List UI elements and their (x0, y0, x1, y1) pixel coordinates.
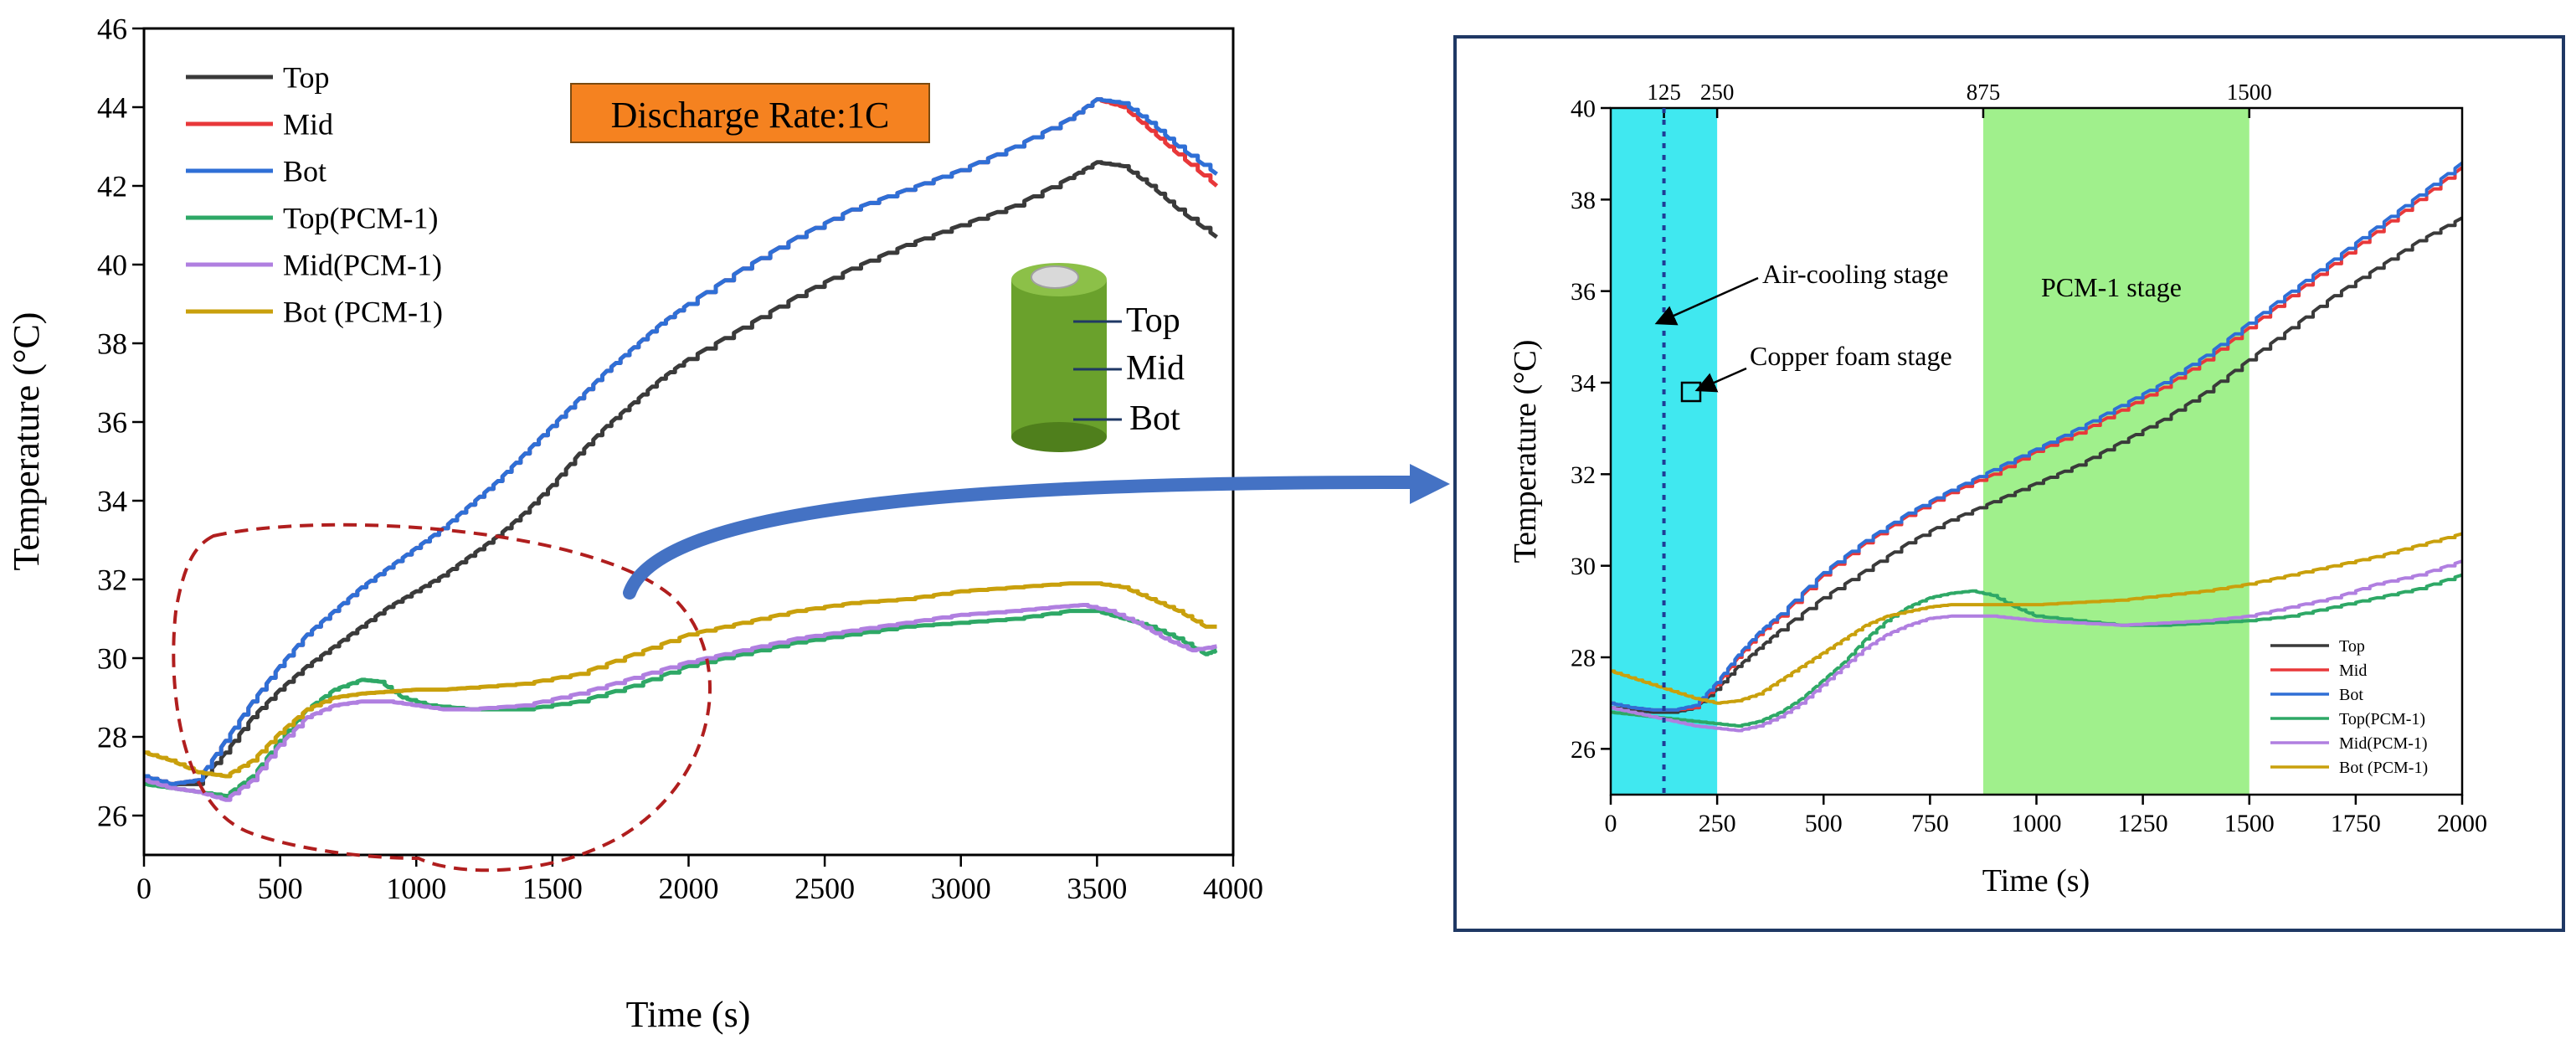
air-cooling-arrow (1654, 276, 1759, 326)
ytick-label: 42 (97, 170, 127, 203)
series-line-bot_pcm (1611, 532, 2463, 705)
ytick-label: 36 (1571, 278, 1596, 306)
legend-label-bot_pcm: Bot (PCM-1) (2339, 759, 2428, 777)
ytick-label: 38 (1571, 187, 1596, 214)
series-line-bot (144, 97, 1218, 786)
badge-text: Discharge Rate:1C (611, 95, 890, 136)
zoom-panel: 0 250 500 750 1000 1250 1500 1750 2000 26 28 30 32 34… (1453, 35, 2565, 932)
xtick-label: 1750 (2331, 810, 2381, 837)
xtick-label: 0 (1605, 810, 1617, 837)
left-chart-series (144, 97, 1219, 802)
left-chart-xlabel: Time (s) (626, 994, 751, 1035)
ytick-label: 40 (1571, 95, 1596, 123)
legend-label-mid_pcm: Mid(PCM-1) (2339, 734, 2428, 753)
right-chart-series (1611, 162, 2464, 733)
top-tick-label: 125 (1647, 80, 1681, 105)
right-chart-ticks: 0 250 500 750 1000 1250 1500 1750 2000 26 28 30 32 34… (1571, 80, 2487, 837)
ytick-label: 28 (1571, 645, 1596, 672)
ytick-label: 40 (97, 249, 127, 282)
xtick-label: 3000 (931, 872, 991, 905)
legend-label-mid_pcm: Mid(PCM-1) (283, 249, 442, 282)
left-chart: 0 500 1000 1500 2000 2500 3000 3500 4000 26 28 30 32… (6, 13, 1450, 1035)
legend-label-bot_pcm: Bot (PCM-1) (283, 296, 443, 329)
series-line-top_pcm (144, 609, 1218, 798)
ytick-label: 36 (97, 406, 127, 440)
xtick-label: 1000 (2012, 810, 2062, 837)
xtick-label: 2000 (2437, 810, 2487, 837)
top-tick-label: 875 (1967, 80, 2001, 105)
left-chart-ylabel: Temperature (°C) (6, 312, 47, 571)
band-1 (1982, 108, 2250, 795)
ytick-label: 38 (97, 327, 127, 361)
right-chart-legend: Top Mid Bot Top(PCM-1) Mid(PCM-1) Bot (PCM-1) (2270, 637, 2428, 777)
legend-label-top: Top (2339, 637, 2365, 656)
xtick-label: 500 (258, 872, 303, 905)
legend-label-top: Top (283, 61, 329, 95)
ytick-label: 34 (1571, 370, 1596, 398)
right-chart-ylabel: Temperature (°C) (1508, 340, 1543, 564)
xtick-label: 2000 (659, 872, 719, 905)
zoom-arrow-head (1410, 464, 1450, 504)
legend-label-bot: Bot (283, 155, 326, 188)
xtick-label: 1500 (522, 872, 583, 905)
xtick-label: 3500 (1067, 872, 1127, 905)
ytick-label: 34 (97, 485, 127, 518)
battery-label-mid: Mid (1126, 349, 1185, 388)
ytick-label: 32 (1571, 461, 1596, 489)
ytick-label: 32 (97, 564, 127, 597)
xtick-label: 1000 (386, 872, 446, 905)
zoom-arrow-shaft (623, 475, 1422, 600)
series-line-top_pcm (1611, 573, 2463, 728)
right-chart-frame (1609, 106, 2464, 796)
badge-background (570, 83, 930, 143)
top-tick-label: 1500 (2227, 80, 2272, 105)
left-chart-legend: Top Mid Bot Top(PCM-1) Mid(PCM-1) Bot (PCM-1) (186, 61, 443, 329)
xtick-label: 1500 (2224, 810, 2275, 837)
xtick-label: 500 (1805, 810, 1843, 837)
legend-label-mid: Mid (2339, 661, 2367, 680)
right-chart-bands (1611, 108, 2250, 795)
battery-bottom (1011, 422, 1107, 452)
battery-icon: Top Mid Bot (1011, 263, 1185, 452)
series-line-bot_pcm (144, 581, 1217, 779)
legend-label-top_pcm: Top(PCM-1) (283, 202, 438, 235)
battery-label-bot: Bot (1129, 399, 1180, 438)
battery-label-top: Top (1126, 301, 1180, 340)
pcm-stage-label: PCM-1 stage (2041, 272, 2182, 302)
series-line-top (144, 160, 1218, 786)
xtick-label: 750 (1911, 810, 1949, 837)
battery-body (1011, 280, 1107, 437)
discharge-rate-badge: Discharge Rate:1C (570, 83, 930, 143)
ytick-label: 26 (97, 800, 127, 833)
zoom-region-ellipse (172, 522, 712, 873)
legend-label-bot: Bot (2339, 686, 2363, 704)
left-chart-frame (142, 27, 1235, 857)
xtick-label: 250 (1699, 810, 1736, 837)
legend-label-mid: Mid (283, 108, 333, 142)
xtick-label: 0 (136, 872, 152, 905)
xtick-label: 2500 (794, 872, 855, 905)
left-chart-ticks: 0 500 1000 1500 2000 2500 3000 3500 4000 26 28 30 32… (97, 13, 1263, 905)
copper-foam-arrow (1694, 367, 1747, 393)
series-line-mid_pcm (1611, 559, 2463, 733)
battery-terminal (1031, 265, 1079, 289)
ytick-label: 30 (1571, 553, 1596, 580)
ytick-label: 30 (97, 642, 127, 676)
ytick-label: 28 (97, 721, 127, 754)
top-tick-label: 250 (1700, 80, 1735, 105)
right-chart-xlabel: Time (s) (1982, 863, 2090, 898)
xtick-label: 1250 (2118, 810, 2168, 837)
series-line-mid_pcm (144, 603, 1217, 802)
legend-label-top_pcm: Top(PCM-1) (2339, 710, 2425, 728)
xtick-label: 4000 (1203, 872, 1263, 905)
ytick-label: 26 (1571, 736, 1596, 764)
air-cooling-annotation: Air-cooling stage (1762, 259, 1948, 289)
ytick-label: 44 (97, 91, 127, 125)
ytick-label: 46 (97, 13, 127, 46)
copper-foam-annotation: Copper foam stage (1750, 341, 1952, 371)
